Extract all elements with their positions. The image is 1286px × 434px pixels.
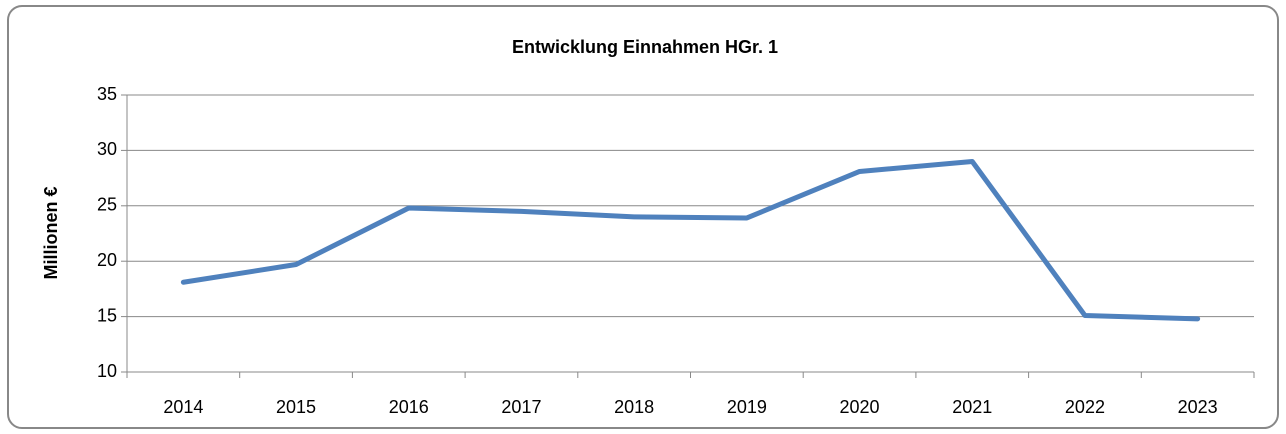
- y-tick-label: 25: [97, 195, 117, 215]
- x-tick-label: 2020: [840, 397, 880, 417]
- chart-title: Entwicklung Einnahmen HGr. 1: [512, 37, 778, 57]
- x-tick-label: 2016: [389, 397, 429, 417]
- y-tick-label: 35: [97, 84, 117, 104]
- y-tick-label: 10: [97, 361, 117, 381]
- x-tick-label: 2021: [952, 397, 992, 417]
- y-tick-label: 15: [97, 305, 117, 325]
- y-tick-label: 30: [97, 139, 117, 159]
- x-tick-label: 2018: [614, 397, 654, 417]
- x-tick-label: 2014: [163, 397, 203, 417]
- x-tick-label: 2015: [276, 397, 316, 417]
- x-tick-label: 2022: [1065, 397, 1105, 417]
- data-line: [180, 158, 1201, 322]
- y-axis-label: Millionen €: [41, 186, 61, 279]
- x-tick-label: 2017: [501, 397, 541, 417]
- x-tick-label: 2023: [1178, 397, 1218, 417]
- x-tick-label: 2019: [727, 397, 767, 417]
- y-tick-label: 20: [97, 250, 117, 270]
